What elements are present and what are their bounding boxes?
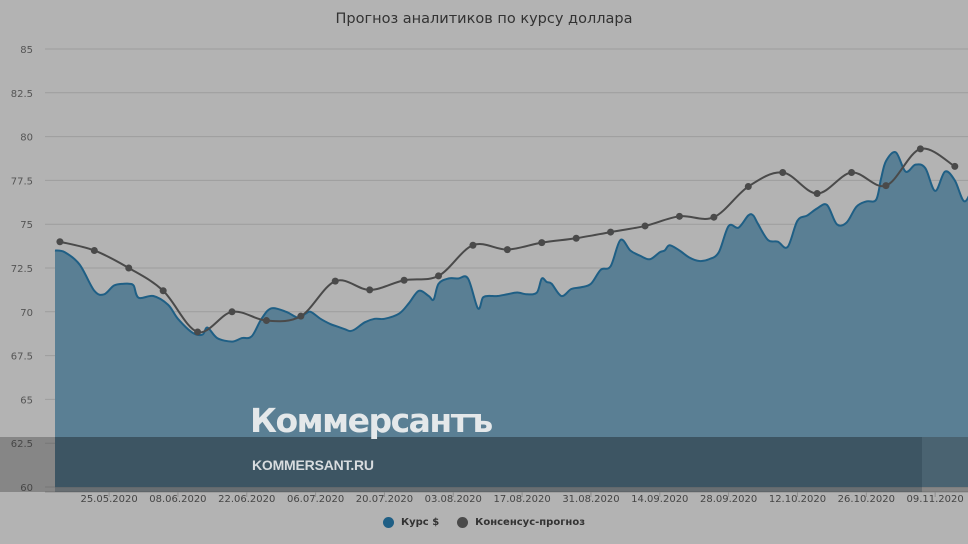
y-tick-label: 62.5 (11, 439, 33, 450)
consensus-point (228, 308, 236, 316)
kurs-area (55, 152, 968, 487)
legend-item-kurs[interactable]: Курс $ (382, 517, 440, 528)
consensus-point (641, 222, 649, 230)
legend-item-consensus[interactable]: Консенсус-прогноз (457, 517, 585, 528)
consensus-point (297, 312, 305, 320)
consensus-point (159, 287, 167, 295)
x-tick-label: 25.05.2020 (80, 494, 137, 505)
chart-legend: Курс $ Консенсус-прогноз (0, 517, 968, 528)
consensus-point (882, 182, 890, 190)
y-tick-label: 60 (20, 483, 33, 494)
x-tick-label: 17.08.2020 (493, 494, 550, 505)
y-tick-label: 67.5 (11, 352, 33, 363)
x-tick-label: 08.06.2020 (149, 494, 206, 505)
x-tick-label: 20.07.2020 (356, 494, 413, 505)
x-tick-label: 22.06.2020 (218, 494, 275, 505)
x-tick-label: 26.10.2020 (838, 494, 895, 505)
x-tick-label: 14.09.2020 (631, 494, 688, 505)
legend-label: Консенсус-прогноз (475, 517, 586, 528)
consensus-point (90, 246, 98, 254)
consensus-point (951, 162, 959, 170)
consensus-point (435, 272, 443, 280)
kommersant-logo: Коммерсантъ (250, 401, 493, 440)
kommersant-url: KOMMERSANT.RU (252, 457, 374, 473)
consensus-point (331, 277, 339, 285)
watermark-band-inner (55, 437, 922, 492)
consensus-point (366, 286, 374, 294)
x-tick-label: 12.10.2020 (769, 494, 826, 505)
y-tick-label: 77.5 (11, 176, 33, 187)
y-tick-label: 70 (20, 308, 33, 319)
consensus-point (400, 276, 408, 284)
watermark-band (0, 437, 968, 492)
x-tick-label: 09.11.2020 (907, 494, 964, 505)
x-tick-label: 31.08.2020 (562, 494, 619, 505)
y-tick-label: 65 (20, 395, 33, 406)
consensus-point (538, 239, 546, 247)
consensus-point (262, 317, 270, 325)
legend-label: Курс $ (400, 517, 440, 528)
y-tick-label: 80 (20, 133, 33, 144)
consensus-point (916, 145, 924, 153)
consensus-point (572, 234, 580, 242)
y-tick-label: 85 (20, 45, 33, 56)
y-tick-label: 72.5 (11, 264, 33, 275)
x-tick-label: 03.08.2020 (425, 494, 482, 505)
consensus-point (194, 328, 202, 336)
consensus-point (469, 241, 477, 249)
consensus-point (607, 228, 615, 236)
consensus-point (56, 238, 64, 246)
consensus-point (675, 212, 683, 220)
consensus-point (779, 169, 787, 177)
x-tick-label: 06.07.2020 (287, 494, 344, 505)
y-tick-label: 75 (20, 220, 33, 231)
consensus-point (848, 169, 856, 177)
consensus-point (744, 183, 752, 191)
kurs-line (54, 151, 968, 343)
consensus-point (125, 264, 133, 272)
legend-dot-icon (457, 517, 469, 528)
consensus-point (503, 246, 511, 254)
chart-title: Прогноз аналитиков по курсу доллара (335, 11, 633, 27)
consensus-point (710, 213, 718, 221)
x-tick-label: 28.09.2020 (700, 494, 757, 505)
legend-dot-icon (382, 517, 394, 528)
consensus-point (813, 190, 821, 198)
y-tick-label: 82.5 (11, 89, 33, 100)
